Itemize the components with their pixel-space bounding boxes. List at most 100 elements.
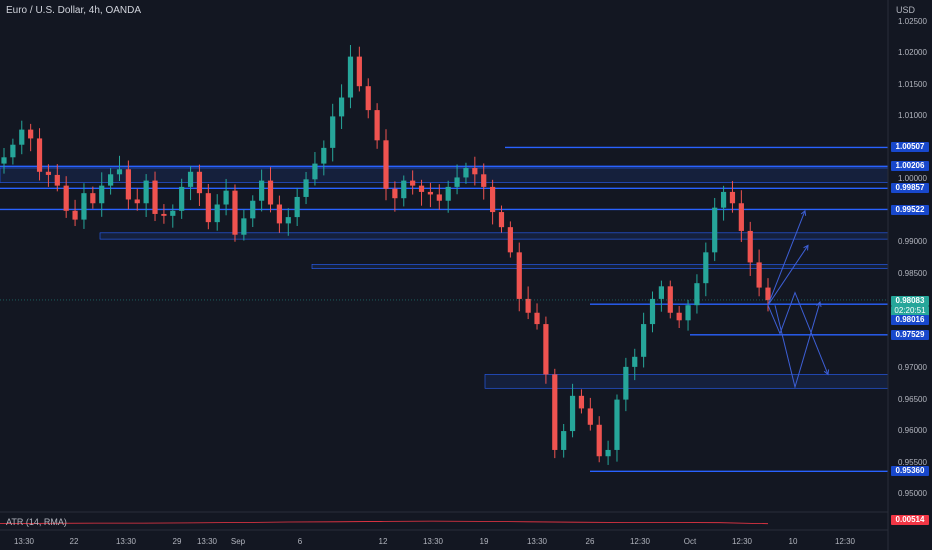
candle <box>605 440 611 465</box>
candle <box>152 171 158 222</box>
price-label: 0.99522 <box>891 205 929 215</box>
time-axis-tick: 13:30 <box>115 537 137 546</box>
candle <box>418 179 425 206</box>
zone-rectangle[interactable] <box>311 263 889 269</box>
candle <box>214 194 220 231</box>
atr-indicator-title[interactable]: ATR (14, RMA) <box>6 517 67 527</box>
candle <box>241 209 247 241</box>
candle <box>321 140 327 176</box>
candle <box>374 103 380 149</box>
price-axis-tick: 0.99000 <box>898 237 927 247</box>
candle <box>445 180 451 213</box>
price-axis-tick: 0.96500 <box>898 394 927 404</box>
candle <box>436 184 442 210</box>
time-axis-tick: 13:30 <box>422 537 444 546</box>
candle <box>552 368 558 459</box>
candle <box>36 128 43 181</box>
candle <box>578 389 585 414</box>
candle <box>454 164 460 195</box>
candle <box>63 176 69 218</box>
candle <box>356 46 362 92</box>
symbol-title[interactable]: Euro / U.S. Dollar, 4h, OANDA <box>6 5 142 16</box>
candle <box>45 164 52 187</box>
arrowhead <box>823 369 830 376</box>
time-axis-tick: 6 <box>297 537 303 546</box>
candle <box>170 204 176 228</box>
price-axis-tick: 1.01000 <box>898 111 927 121</box>
projection-arrow[interactable] <box>767 210 806 306</box>
candle <box>712 197 718 262</box>
atr-value-label: 0.00514 <box>891 515 929 525</box>
time-axis-tick: 12 <box>378 537 388 546</box>
price-axis-tick: 1.01500 <box>898 79 927 89</box>
candle <box>223 178 229 216</box>
bar-countdown: 02:20:51 <box>891 306 929 316</box>
candle <box>28 123 34 152</box>
candle <box>72 199 78 227</box>
price-label: 0.99857 <box>891 183 929 193</box>
candle <box>694 274 700 314</box>
candle <box>19 120 25 155</box>
candle <box>427 182 434 208</box>
candle <box>543 316 549 384</box>
time-axis-tick: Sep <box>230 537 246 546</box>
candle <box>10 138 16 165</box>
currency-label: USD <box>896 5 916 15</box>
price-label: 1.00206 <box>891 161 929 171</box>
arrowhead <box>816 301 822 308</box>
candle <box>720 185 727 221</box>
zone-rectangle[interactable] <box>0 167 889 183</box>
candle <box>569 383 576 438</box>
projection-arrow[interactable] <box>767 245 809 306</box>
projection-arrow[interactable] <box>774 301 821 389</box>
candle <box>667 280 673 319</box>
candle <box>143 174 149 217</box>
time-axis-tick: 19 <box>479 537 489 546</box>
candle <box>623 357 629 412</box>
zone-rectangle[interactable] <box>99 232 889 240</box>
candle <box>596 416 602 463</box>
time-axis-tick: Oct <box>683 537 697 546</box>
candle <box>410 170 416 195</box>
time-axis-tick: 13:30 <box>526 537 548 546</box>
time-axis-tick: 26 <box>585 537 595 546</box>
candle <box>312 152 318 186</box>
candle <box>285 208 291 236</box>
candle <box>729 181 736 213</box>
price-axis-tick: 0.95000 <box>898 489 927 498</box>
projection-arrow[interactable] <box>767 291 829 375</box>
time-axis-tick: 22 <box>69 537 79 546</box>
candle <box>205 183 211 230</box>
price-axis-tick: 0.96000 <box>898 426 927 436</box>
candle <box>250 195 256 228</box>
candle <box>365 78 371 119</box>
candle <box>747 221 753 276</box>
candle <box>756 249 762 297</box>
price-label: 0.97529 <box>891 330 929 340</box>
candle <box>294 187 300 226</box>
candle <box>507 221 513 258</box>
candle <box>658 280 664 312</box>
candle <box>232 184 238 242</box>
candle <box>587 397 593 431</box>
candle <box>534 303 540 330</box>
candle <box>303 171 309 205</box>
candle <box>90 186 96 209</box>
price-label: 1.00507 <box>891 142 929 152</box>
candle <box>347 44 354 109</box>
candle <box>330 103 336 162</box>
candle <box>81 183 87 229</box>
candle <box>338 84 345 130</box>
candle <box>472 156 478 186</box>
candle <box>179 178 185 219</box>
candle <box>561 424 567 458</box>
candle <box>267 167 274 213</box>
candle <box>108 168 114 195</box>
time-axis-tick: 13:30 <box>196 537 218 546</box>
candle <box>54 164 60 192</box>
candle <box>703 242 709 297</box>
candle <box>676 306 682 329</box>
time-axis-tick: 10 <box>788 537 798 546</box>
candle <box>685 299 691 331</box>
